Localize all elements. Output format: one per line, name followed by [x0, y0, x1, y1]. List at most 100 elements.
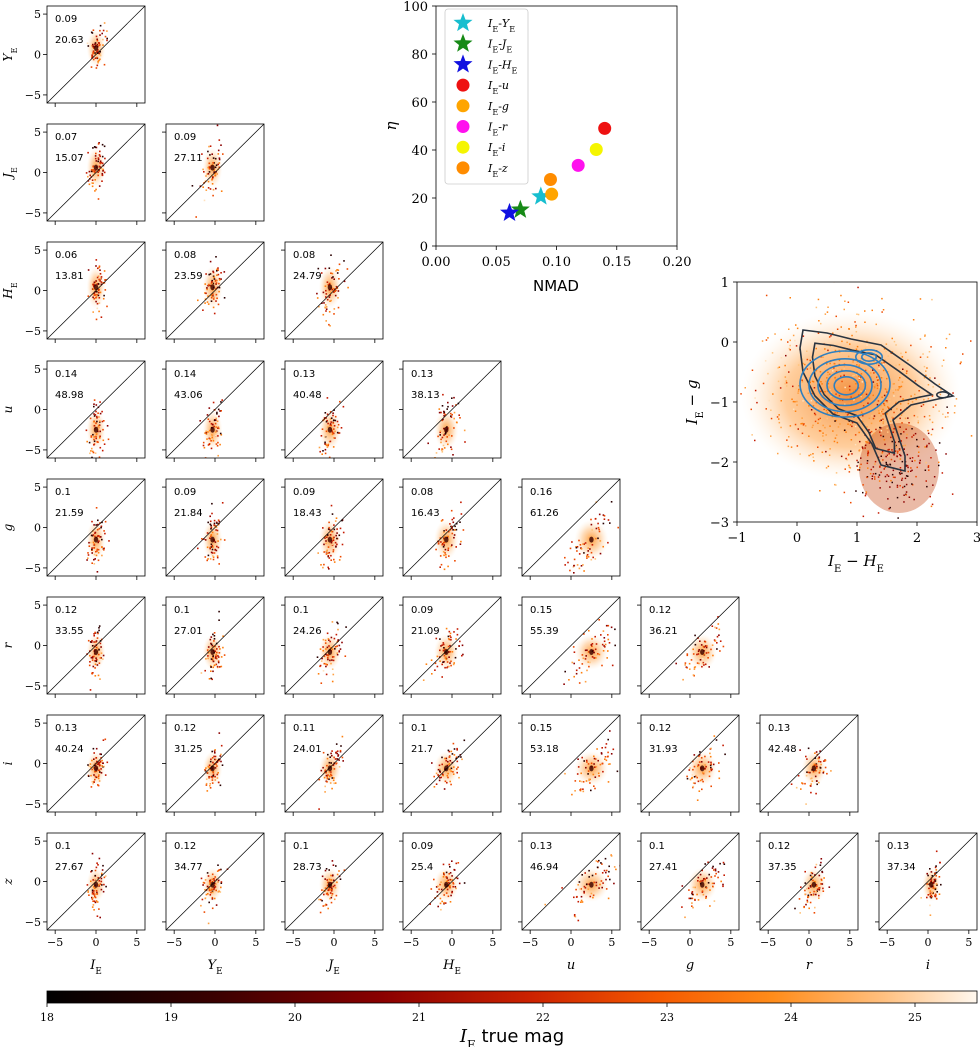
sample-point: [329, 534, 332, 536]
sample-point: [908, 496, 911, 498]
sample-point: [864, 389, 866, 392]
sample-point: [98, 857, 101, 860]
sample-point: [330, 879, 333, 881]
sample-point: [849, 424, 852, 426]
sample-point: [204, 283, 206, 285]
sample-point: [447, 443, 449, 446]
sample-point: [319, 664, 322, 667]
eta-value: 43.06: [174, 390, 203, 401]
sample-point: [599, 883, 601, 886]
sample-point: [210, 889, 212, 891]
sample-point: [686, 654, 689, 657]
nmad-value: 0.11: [293, 723, 315, 734]
sample-point: [93, 543, 95, 546]
sample-point: [575, 896, 578, 898]
sample-point: [584, 680, 587, 683]
sample-point: [92, 534, 95, 536]
sample-point: [338, 278, 340, 280]
sample-point: [216, 411, 218, 414]
eta-value: 31.93: [649, 744, 678, 755]
x-tick-label: −5: [641, 936, 657, 949]
sample-point: [325, 535, 327, 538]
sample-point: [91, 672, 93, 674]
sample-point: [441, 676, 443, 678]
sample-point: [215, 430, 218, 432]
sample-point: [206, 157, 209, 160]
sample-point: [96, 294, 98, 296]
sample-point: [814, 880, 816, 883]
sample-point: [216, 648, 218, 650]
sample-point: [95, 35, 98, 38]
sample-point: [212, 633, 214, 636]
sample-point: [87, 552, 89, 554]
sample-point: [445, 553, 447, 556]
sample-point: [329, 440, 332, 443]
sample-point: [960, 361, 962, 363]
sample-point: [822, 770, 825, 773]
sample-point: [88, 664, 91, 667]
sample-point: [935, 865, 937, 867]
one-to-one-line: [166, 124, 264, 221]
sample-point: [722, 885, 724, 888]
sample-point: [101, 174, 104, 177]
sample-point: [829, 448, 831, 450]
sample-point: [810, 409, 813, 411]
sample-point: [598, 513, 601, 516]
sample-point: [907, 470, 909, 473]
sample-point: [927, 466, 930, 468]
sample-point: [442, 863, 445, 866]
sample-point: [99, 916, 101, 919]
sample-point: [910, 467, 912, 469]
sample-point: [922, 353, 924, 355]
sample-point: [331, 680, 334, 683]
sample-point: [870, 376, 872, 378]
sample-point: [885, 480, 888, 483]
sample-point: [445, 757, 448, 760]
sample-point: [852, 361, 854, 363]
sample-point: [213, 886, 216, 889]
sample-point: [598, 530, 601, 533]
sample-point: [691, 777, 693, 780]
sample-point: [447, 749, 450, 752]
sample-point: [94, 532, 96, 534]
sample-point: [821, 883, 824, 885]
sample-point: [442, 546, 445, 548]
sample-point: [332, 673, 335, 676]
sample-point: [931, 891, 934, 894]
sample-point: [212, 558, 215, 561]
sample-point: [814, 764, 816, 767]
sample-point: [323, 563, 325, 566]
sample-point: [692, 648, 694, 651]
sample-point: [201, 153, 203, 155]
sample-point: [926, 446, 928, 448]
sample-point: [825, 434, 827, 436]
sample-point: [448, 665, 450, 668]
sample-point: [214, 422, 217, 425]
sample-point: [697, 653, 700, 655]
sample-point: [197, 299, 199, 302]
sample-point: [439, 638, 441, 640]
y-tick-label: 0: [34, 758, 41, 771]
sample-point: [941, 365, 943, 367]
sample-point: [86, 42, 89, 45]
sample-point: [740, 393, 742, 395]
sample-point: [328, 296, 331, 298]
sample-point: [869, 431, 871, 434]
sample-point: [332, 412, 334, 414]
sample-point: [439, 434, 441, 436]
sample-point: [827, 371, 829, 374]
sample-point: [212, 440, 215, 442]
sample-point: [701, 869, 703, 872]
sample-point: [327, 426, 329, 428]
sample-point: [211, 279, 213, 282]
sample-point: [206, 885, 209, 888]
sample-point: [450, 545, 453, 548]
sample-point: [797, 428, 799, 430]
sample-point: [593, 657, 595, 659]
colorbar-tick-label: 24: [784, 1011, 798, 1024]
sample-point: [448, 555, 450, 557]
sample-point: [211, 878, 214, 881]
sample-point: [92, 879, 94, 881]
sample-point: [93, 890, 95, 892]
sample-point: [564, 670, 566, 673]
